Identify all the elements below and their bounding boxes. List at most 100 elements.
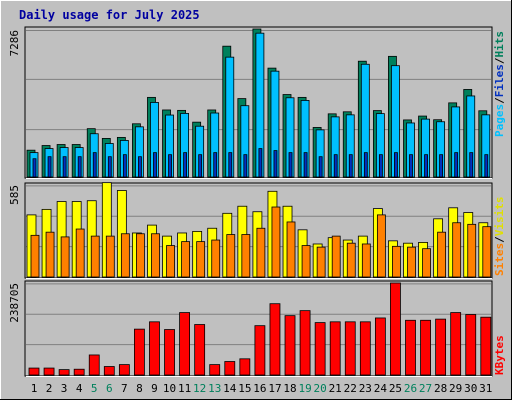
bar-pages: [348, 154, 353, 178]
bar-sites: [90, 235, 100, 278]
x-tick-label: 14: [223, 382, 237, 395]
bar-pages: [153, 152, 157, 178]
x-tick-label: 25: [389, 382, 402, 395]
bar-sites: [241, 234, 251, 278]
bar-kbytes: [390, 282, 401, 376]
max-label-hits: 7286: [8, 30, 21, 57]
x-tick-label: 4: [76, 382, 83, 395]
bar-kbytes: [450, 312, 462, 376]
x-tick-label: 21: [329, 382, 342, 395]
bar-kbytes: [344, 321, 356, 376]
bar-kbytes: [284, 315, 296, 376]
svg-text:Pages/Files/Hits: Pages/Files/Hits: [493, 31, 506, 137]
bar-kbytes: [224, 361, 236, 376]
bar-sites: [256, 227, 266, 278]
bar-kbytes: [420, 319, 431, 376]
x-tick-label: 1: [31, 382, 38, 395]
bar-sites: [60, 236, 70, 278]
legend-kbytes: KBytes: [493, 335, 506, 375]
bar-kbytes: [149, 321, 160, 376]
legend-visits: Visits: [493, 197, 506, 237]
bars-kbytes: [28, 282, 492, 376]
bar-sites: [181, 241, 191, 278]
bar-kbytes: [239, 358, 251, 376]
bar-sites: [105, 235, 115, 278]
bar-pages: [333, 154, 338, 178]
x-tick-label: 11: [178, 382, 191, 395]
x-tick-label: 29: [449, 382, 462, 395]
legend-files: Files: [493, 64, 506, 97]
bar-pages: [168, 154, 172, 178]
x-tick-label: 20: [314, 382, 327, 395]
bar-pages: [32, 158, 37, 178]
bar-pages: [318, 156, 323, 178]
bar-sites: [286, 221, 296, 278]
bar-pages: [213, 152, 218, 178]
legend-sep-3: /: [493, 236, 506, 243]
bar-sites: [196, 241, 206, 278]
x-tick-label: 16: [253, 382, 266, 395]
x-tick-label: 19: [298, 382, 311, 395]
bar-pages: [92, 152, 97, 178]
x-tick-label: 28: [434, 382, 447, 395]
x-tick-label: 7: [121, 382, 128, 395]
bar-kbytes: [164, 329, 175, 376]
bars-visits-sites: [26, 182, 492, 278]
x-tick-label: 30: [464, 382, 477, 395]
bar-sites: [120, 233, 130, 278]
bar-pages: [439, 154, 444, 178]
bar-kbytes: [254, 325, 266, 376]
bar-pages: [198, 154, 203, 178]
bar-sites: [331, 235, 341, 278]
bar-sites: [361, 243, 371, 278]
legend-pages: Pages: [493, 104, 506, 137]
bar-kbytes: [435, 318, 447, 376]
bar-pages: [409, 154, 413, 178]
bar-sites: [422, 248, 431, 278]
svg-text:Sites/Visits: Sites/Visits: [493, 197, 506, 277]
bar-sites: [452, 222, 462, 278]
x-tick-label: 2: [46, 382, 53, 395]
bar-pages: [47, 156, 52, 178]
bar-pages: [484, 154, 489, 178]
bar-sites: [226, 234, 236, 278]
bar-kbytes: [480, 316, 492, 376]
chart-title: Daily usage for July 2025: [19, 8, 200, 22]
bar-kbytes: [209, 364, 221, 376]
bar-kbytes: [194, 324, 206, 376]
bar-kbytes: [269, 303, 281, 376]
legend-sep-2: /: [493, 57, 506, 64]
x-tick-label: 8: [136, 382, 143, 395]
bar-kbytes: [103, 366, 115, 376]
legend-sites: Sites: [493, 243, 506, 276]
bar-pages: [107, 156, 112, 178]
bar-pages: [62, 156, 67, 178]
bar-pages: [273, 150, 278, 178]
x-tick-label: 31: [479, 382, 492, 395]
svg-text:KBytes: KBytes: [493, 335, 506, 375]
bar-pages: [363, 152, 368, 178]
x-tick-label: 17: [268, 382, 281, 395]
bar-sites: [437, 231, 447, 278]
x-tick-label: 22: [344, 382, 357, 395]
bar-kbytes: [134, 328, 145, 376]
bar-kbytes: [88, 354, 100, 376]
bar-kbytes: [179, 312, 191, 376]
legend-mid-group: Sites/Visits: [493, 197, 506, 277]
x-tick-label: 6: [106, 382, 113, 395]
legend-top-group: Pages/Files/Hits: [493, 31, 506, 137]
bar-sites: [376, 214, 386, 278]
bar-sites: [45, 231, 55, 278]
x-tick-label: 15: [238, 382, 251, 395]
bar-sites: [166, 245, 175, 278]
bar-sites: [75, 228, 85, 278]
bar-kbytes: [405, 319, 416, 376]
bar-sites: [407, 246, 416, 278]
bar-kbytes: [465, 314, 477, 376]
bar-sites: [301, 245, 311, 278]
bar-sites: [136, 233, 145, 278]
bar-kbytes: [43, 367, 55, 376]
x-tick-label: 3: [61, 382, 68, 395]
bar-sites: [346, 242, 356, 278]
